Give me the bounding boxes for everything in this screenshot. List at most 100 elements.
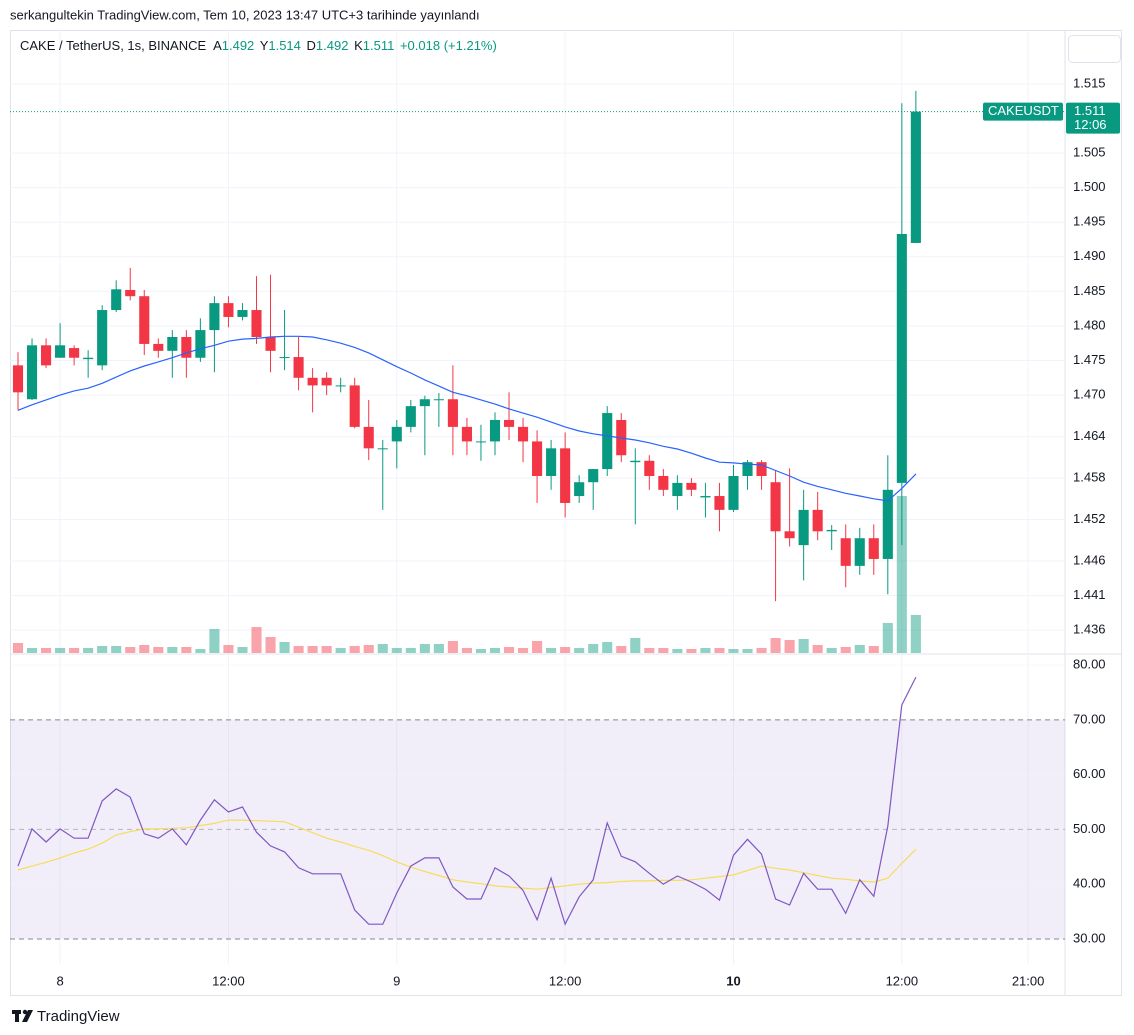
candle-body [97, 310, 108, 366]
volume-bar [644, 648, 655, 653]
candle-body [26, 345, 38, 400]
volume-bar [251, 627, 262, 653]
candle-body [55, 345, 66, 358]
candle-body [574, 482, 585, 497]
candle-body [209, 303, 220, 331]
plot-layer: 1.436 1.441 1.446 1.452 1.458 1.464 1.470 1.475… [10, 30, 1120, 988]
x-tick-label: 8 [56, 973, 63, 988]
volume-bar [335, 648, 346, 653]
y-tick-label: 60.00 [1073, 766, 1106, 781]
brand-logo [12, 1009, 33, 1022]
symbol-title: CAKE / TetherUS, 1s, BINANCE [20, 38, 206, 53]
y-tick-label: 1.480 [1073, 317, 1106, 332]
brand: TradingView [37, 1008, 120, 1025]
candle-body [588, 469, 599, 483]
volume-bar [419, 644, 430, 653]
y-tick-label: 1.475 [1073, 352, 1106, 367]
volume-bar [349, 646, 360, 653]
volume-bar [111, 646, 122, 653]
x-tick-label: 10 [726, 973, 740, 988]
candle-body [742, 462, 753, 476]
volume-bar [461, 648, 472, 653]
candle-body [12, 365, 24, 393]
volume-bar [756, 648, 767, 653]
candle-body [714, 496, 725, 510]
volume-bar [728, 649, 739, 653]
volume-bar [910, 615, 921, 653]
last-price-bg [1066, 102, 1120, 134]
volume-bar [237, 647, 248, 653]
volume-bar [125, 647, 136, 653]
candle-body [475, 441, 487, 443]
candle-body [41, 345, 52, 366]
moving-average [17, 335, 917, 502]
symbol-tag: CAKEUSDT [988, 103, 1059, 118]
volume-bar [616, 646, 627, 653]
publish-text: serkangultekin TradingView.com, Tem 10, … [10, 7, 480, 22]
candle-body [868, 538, 879, 559]
volume-bar [784, 640, 795, 653]
volume-bar [896, 496, 907, 653]
candle-body [447, 399, 458, 427]
volume-bar [265, 637, 276, 653]
volume-bar [574, 648, 585, 653]
candle-body [321, 377, 332, 386]
candle-body [349, 385, 360, 427]
volume-bar [293, 646, 304, 653]
candle-body [167, 337, 178, 351]
volume-bar [195, 649, 206, 653]
y-tick-label: 30.00 [1073, 930, 1106, 945]
candle-body [644, 460, 655, 476]
candle-body [405, 406, 416, 427]
legend: CAKE / TetherUS, 1s, BINANCE A1.492 Y1.5… [20, 38, 497, 53]
candle-body [503, 419, 515, 427]
candle-body [784, 531, 795, 539]
volume-bar [742, 649, 753, 653]
candle-body [307, 377, 318, 386]
candle-body [237, 310, 248, 317]
rsi-line [17, 819, 917, 890]
candle-body [756, 462, 767, 476]
candle-body [223, 303, 234, 317]
candle-body [546, 448, 557, 476]
candle-body [195, 330, 206, 358]
y-tick-label: 1.505 [1073, 145, 1106, 160]
x-tick-label: 12:00 [212, 973, 245, 988]
volume-bar [517, 648, 529, 653]
y-tick-label: 1.500 [1073, 179, 1106, 194]
volume-bar [321, 646, 332, 653]
ohlc-label: Y [260, 38, 269, 53]
volume-bar [503, 647, 515, 653]
volume-bar [97, 646, 108, 653]
toolbar-button[interactable] [1068, 35, 1121, 63]
volume-bar [69, 648, 80, 653]
candle-body [363, 426, 374, 449]
x-tick-label: 12:00 [886, 973, 919, 988]
y-tick-label: 1.446 [1073, 552, 1106, 567]
candle-body [461, 426, 472, 442]
volume-bar [41, 648, 52, 653]
volume-bar [12, 643, 24, 653]
candle-body [882, 489, 893, 559]
ohlc-value: 1.492 [316, 38, 349, 53]
candle-body [83, 357, 94, 360]
volume-bar [560, 647, 571, 653]
ohlc-label: D [307, 38, 316, 53]
candle-body [181, 337, 192, 358]
candle-body [335, 385, 346, 387]
volume-bar [209, 629, 220, 653]
volume-bar [363, 645, 374, 653]
candle-body [826, 529, 837, 532]
candle-body [686, 482, 697, 490]
volume-bar [686, 649, 697, 653]
volume-bar [223, 645, 234, 653]
volume-bar [854, 645, 865, 653]
volume-bar [83, 648, 94, 653]
last-price-label: 1.511 [1074, 103, 1106, 118]
candle-body [433, 399, 444, 401]
volume-bar [840, 647, 851, 653]
candle-body [896, 233, 907, 483]
y-tick-label: 1.458 [1073, 469, 1106, 484]
